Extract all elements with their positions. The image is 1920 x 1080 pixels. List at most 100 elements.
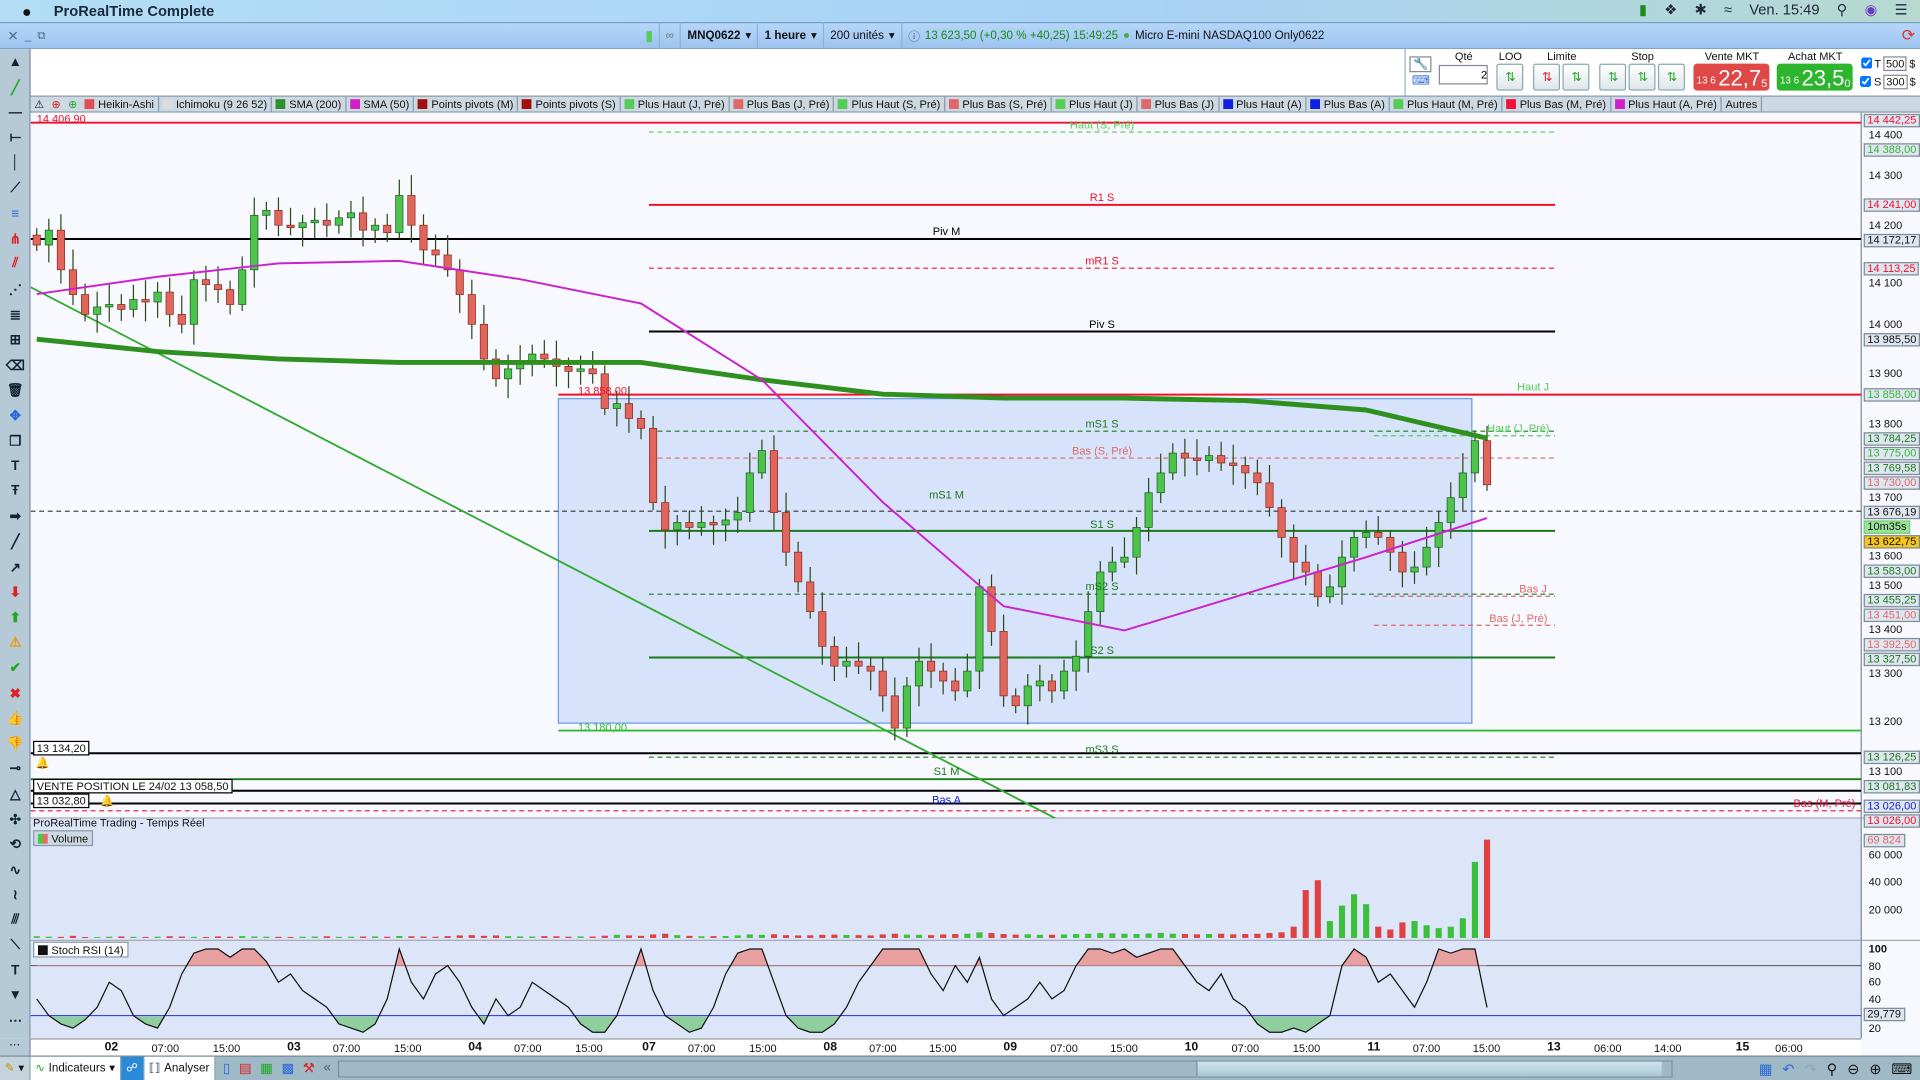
- units-select[interactable]: 200 unités ▾: [822, 22, 901, 49]
- segment-icon[interactable]: ⟋: [10, 180, 21, 196]
- indicator-tag[interactable]: Plus Bas (J, Pré): [730, 96, 835, 112]
- triangle-icon[interactable]: △: [10, 787, 21, 802]
- arrow-up-green-icon[interactable]: ⬆: [9, 610, 21, 626]
- indicator-tag[interactable]: Points pivots (S): [518, 96, 621, 112]
- indicator-tag[interactable]: Plus Haut (S, Pré): [834, 96, 946, 112]
- text-t-icon[interactable]: Ŧ: [11, 483, 20, 499]
- fib-extension-icon[interactable]: ≣: [9, 307, 21, 323]
- indicator-tag[interactable]: Plus Haut (J, Pré): [621, 96, 730, 112]
- warning-icon[interactable]: ⚠: [9, 635, 22, 651]
- limit-sell-button[interactable]: ⇅: [1533, 63, 1561, 91]
- sell-market-button[interactable]: 13 6 22,7 5: [1694, 63, 1770, 91]
- close-icon[interactable]: ✕: [7, 28, 19, 44]
- more-icon[interactable]: ⋯: [8, 1014, 23, 1029]
- search-icon[interactable]: ⚲: [1836, 1, 1848, 19]
- s-value-input[interactable]: 300: [1883, 74, 1908, 89]
- restore-icon[interactable]: ⧉: [37, 28, 46, 43]
- wrench-icon[interactable]: 🔧: [1409, 56, 1432, 73]
- trading-icon[interactable]: ▮: [1639, 1, 1648, 19]
- calendar-icon[interactable]: ▦: [1758, 1059, 1773, 1077]
- indicator-tag[interactable]: Ichimoku (9 26 52): [159, 96, 273, 112]
- info-icon[interactable]: ⓘ: [908, 30, 920, 45]
- siri-icon[interactable]: ◉: [1864, 1, 1878, 19]
- eraser-icon[interactable]: ⌫: [5, 358, 25, 374]
- instrument-select[interactable]: MNQ0622 ▾: [680, 22, 757, 49]
- trendline-icon[interactable]: ╱: [11, 80, 20, 96]
- zoom-fit-icon[interactable]: ⚲: [1826, 1059, 1838, 1077]
- pitchfork-icon[interactable]: ⋔: [9, 232, 21, 247]
- indicator-tag[interactable]: Plus Haut (A): [1219, 96, 1307, 112]
- menu-icon[interactable]: ☰: [1894, 1, 1908, 19]
- move-icon[interactable]: ✥: [9, 408, 21, 424]
- indicator-tag[interactable]: Autres: [1722, 96, 1763, 112]
- tools-icon[interactable]: ⚒: [302, 1061, 315, 1077]
- orderbook-icon[interactable]: ▦: [260, 1061, 273, 1077]
- t-value-input[interactable]: 500: [1883, 55, 1907, 71]
- s-checkbox[interactable]: [1860, 75, 1872, 87]
- text-small-icon[interactable]: T: [11, 963, 20, 978]
- vertical-line-icon[interactable]: │: [11, 155, 20, 171]
- add-green-icon[interactable]: ⊕: [68, 97, 78, 110]
- zoom-in-icon[interactable]: ⊕: [1869, 1059, 1882, 1077]
- wifi-icon[interactable]: ≈: [1724, 1, 1733, 19]
- collapse-icon[interactable]: ▼: [8, 988, 22, 1004]
- indicator-tag[interactable]: Plus Bas (A): [1307, 96, 1390, 112]
- ruler-icon[interactable]: ⟍: [10, 937, 21, 953]
- arrow-line-icon[interactable]: ↗: [9, 560, 21, 575]
- compare-chart-icon[interactable]: ▩: [281, 1061, 295, 1077]
- undo-icon[interactable]: ↶: [1782, 1059, 1795, 1077]
- minimize-icon[interactable]: _: [24, 28, 32, 43]
- volume-indicator-tag[interactable]: Volume: [33, 830, 94, 847]
- analyse-button[interactable]: ⟦⟧ Analyser: [144, 1056, 216, 1080]
- qty-input[interactable]: [1439, 64, 1489, 85]
- check-icon[interactable]: ✔: [9, 661, 21, 676]
- line-icon[interactable]: ╱: [11, 534, 20, 550]
- cross-move-icon[interactable]: ✣: [9, 812, 21, 828]
- duplicate-icon[interactable]: ❐: [9, 434, 22, 449]
- time-axis[interactable]: 02 07:00 15:00 03 07:00 15:00 04 07:00 15:00 07 07…: [30, 1038, 1862, 1056]
- indicator-tag[interactable]: SMA (50): [346, 96, 415, 112]
- wave-icon[interactable]: ∿: [9, 862, 21, 878]
- indicator-tag[interactable]: Plus Bas (J): [1138, 96, 1219, 112]
- apple-icon[interactable]: ●: [22, 1, 32, 21]
- horizontal-scrollbar[interactable]: [338, 1059, 1673, 1077]
- arrow-down-red-icon[interactable]: ⬇: [9, 585, 21, 601]
- stop-button-3[interactable]: ⇅: [1658, 63, 1686, 91]
- trash-icon[interactable]: 🗑: [6, 383, 24, 399]
- parallel-icon[interactable]: ⫻: [11, 912, 20, 927]
- fib-fan-icon[interactable]: ⋰: [8, 282, 23, 298]
- indicator-tag[interactable]: Points pivots (M): [414, 96, 519, 112]
- share-button[interactable]: ☍: [121, 1056, 145, 1080]
- rotate-icon[interactable]: ⟲: [9, 837, 21, 853]
- arrow-right-icon[interactable]: ➡: [9, 509, 21, 525]
- link-icon[interactable]: ∞: [658, 22, 680, 49]
- collapse-left-icon[interactable]: «: [323, 1060, 331, 1076]
- indicator-tag[interactable]: Plus Haut (M, Pré): [1390, 96, 1503, 112]
- cross-icon[interactable]: ✖: [9, 686, 21, 702]
- dropbox-icon[interactable]: ❖: [1664, 1, 1678, 19]
- thumb-down-icon[interactable]: 👎: [6, 736, 24, 752]
- stoch-indicator-tag[interactable]: Stoch RSI (14): [33, 941, 129, 958]
- thumb-up-icon[interactable]: 👍: [6, 711, 24, 727]
- zoom-out-icon[interactable]: ⊖: [1847, 1059, 1860, 1077]
- timeframe-select[interactable]: 1 heure ▾: [757, 22, 823, 49]
- redo-icon[interactable]: ↷: [1804, 1059, 1817, 1077]
- indicators-button[interactable]: ∿ Indicateurs ▾: [30, 1056, 122, 1080]
- indicator-tag[interactable]: Plus Bas (M, Pré): [1503, 96, 1611, 112]
- limit-buy-button[interactable]: ⇅: [1563, 63, 1590, 91]
- stop-button-2[interactable]: ⇅: [1629, 63, 1657, 91]
- chat-icon[interactable]: ▯: [222, 1061, 231, 1077]
- wave2-icon[interactable]: ≀: [12, 888, 18, 903]
- horizontal-ray-icon[interactable]: ⟝: [9, 130, 21, 145]
- indicator-tag[interactable]: Plus Haut (J): [1052, 96, 1138, 112]
- chart-type-icon[interactable]: ▮: [645, 26, 654, 45]
- channel-icon[interactable]: ⫽: [12, 256, 19, 271]
- node-icon[interactable]: ⊸: [9, 761, 21, 777]
- menubar-clock[interactable]: Ven. 15:49: [1749, 1, 1820, 19]
- drawing-mode-button[interactable]: ✎ ▾: [0, 1056, 31, 1080]
- stop-button-1[interactable]: ⇅: [1599, 63, 1627, 91]
- keyboard-down-icon[interactable]: ⌨: [1891, 1059, 1913, 1077]
- report-icon[interactable]: ▤: [238, 1061, 252, 1077]
- indicator-tag[interactable]: Plus Bas (S, Pré): [945, 96, 1052, 112]
- horizontal-line-icon[interactable]: —: [8, 105, 23, 121]
